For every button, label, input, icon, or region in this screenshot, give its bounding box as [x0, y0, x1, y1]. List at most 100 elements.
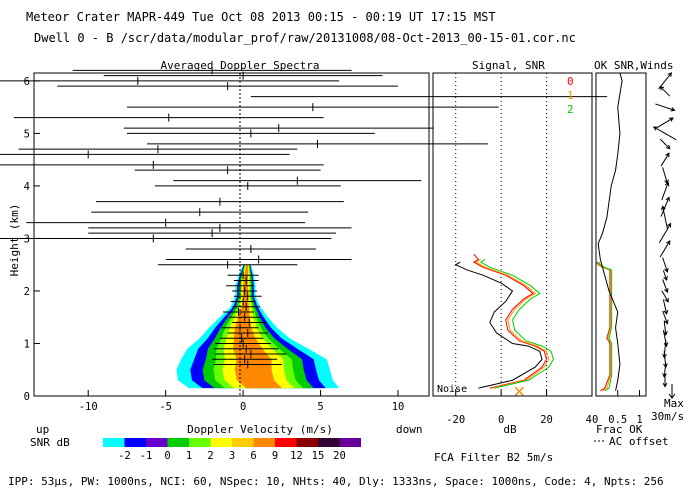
wind-arrow-15	[660, 196, 670, 217]
signal-series-line-1	[472, 253, 548, 389]
snr-colorbar: SNR dB -2 -1 0 1 2 3 6 9 12 15 20	[30, 436, 361, 462]
wind-arrow-16	[661, 181, 670, 201]
frac-ok-series-line-3	[597, 72, 623, 391]
frac-ok-series-line-1	[597, 261, 612, 392]
colorbar-cell-9	[296, 438, 318, 447]
wind-arrow-17	[662, 167, 669, 185]
footer-params: IPP: 53μs, PW: 1000ns, NCI: 60, NSpec: 1…	[8, 475, 664, 488]
spectra-ytick-label: 0	[24, 391, 30, 403]
signal-frame	[432, 72, 593, 397]
wind-arrow-12	[659, 240, 671, 258]
signal-x-ticks: -20 0 20 40	[446, 390, 598, 426]
doppler-spectra-panel: Averaged Doppler Spectra -10 -5 0 5 10 01234…	[0, 59, 608, 436]
wind-arrow-21	[656, 117, 674, 129]
signal-xlabel: dB	[503, 423, 517, 436]
ac-offset-label: AC offset	[609, 435, 669, 448]
colorbar-tick-label: 3	[229, 450, 235, 462]
spectra-xtick-label: 0	[240, 401, 246, 413]
colorbar-tick-label: 2	[207, 450, 213, 462]
spectra-y-ticks: 0 1 2 3 4 5 6	[24, 76, 40, 403]
frac-ok-x-ticks: 0.5 1	[608, 390, 643, 426]
colorbar-tick-label: 20	[333, 450, 346, 462]
fca-filter-label: FCA Filter B2 5m/s	[434, 451, 553, 464]
noise-marker-x	[514, 386, 524, 396]
spectra-ytick-label: 6	[24, 76, 30, 88]
down-label: down	[396, 423, 423, 436]
wind-arrow-9	[662, 279, 669, 294]
colorbar-cell-10	[318, 438, 340, 447]
frac-ok-label: Frac OK	[596, 423, 643, 436]
noise-label: Noise	[437, 384, 467, 395]
colorbar-cell-7	[253, 438, 275, 447]
spectra-ytick-label: 5	[24, 128, 30, 140]
spectra-title: Averaged Doppler Spectra	[161, 59, 320, 72]
colorbar-cell-1	[124, 438, 146, 447]
wind-arrow-10	[662, 270, 668, 281]
signal-series-line-3	[479, 259, 554, 389]
spectra-x-ticks: -10 -5 0 5 10	[79, 390, 405, 413]
spectra-ytick-label: 3	[24, 233, 30, 245]
spectra-frame	[33, 72, 430, 397]
wind-arrow-6	[662, 310, 669, 325]
spectra-xlabel: Doppler Velocity (m/s)	[187, 423, 333, 436]
signal-series-line-2	[475, 259, 550, 389]
wind-arrow-13	[658, 222, 672, 244]
signal-xtick-label: 20	[540, 414, 553, 426]
spectra-ylabel: Height (km)	[8, 204, 21, 277]
wind-arrow-19	[659, 138, 671, 150]
wind-scale-max: Max	[664, 397, 684, 410]
signal-xtick-label: -20	[446, 414, 465, 426]
colorbar-tick-label: -2	[118, 450, 131, 462]
wind-arrow-23	[659, 85, 671, 97]
snr-shade-layer-5	[233, 264, 283, 389]
wind-arrow-11	[662, 257, 669, 273]
frac-ok-series-line-0	[596, 261, 611, 392]
colorbar-cell-4	[189, 438, 211, 447]
frac-ok-xtick-label: 0.5	[608, 414, 627, 426]
spectra-ytick-label: 1	[24, 338, 30, 350]
signal-series-line-0	[454, 261, 543, 389]
colorbar-tick-label: 0	[164, 450, 170, 462]
colorbar-cell-5	[210, 438, 232, 447]
wind-arrow-20	[652, 126, 677, 141]
colorbar-cells	[103, 438, 361, 447]
colorbar-cell-8	[275, 438, 297, 447]
colorbar-label: SNR dB	[30, 436, 70, 449]
wind-barbs	[652, 72, 677, 399]
winds-title: OK SNR,Winds	[594, 59, 673, 72]
colorbar-tick-label: 12	[290, 450, 303, 462]
colorbar-tick-label: 1	[186, 450, 192, 462]
frac-ok-frame	[595, 72, 647, 397]
legend-0: 0	[567, 75, 574, 88]
signal-lines	[454, 253, 554, 396]
legend-2: 2	[567, 103, 574, 116]
up-label: up	[36, 423, 49, 436]
signal-title: Signal, SNR	[472, 59, 545, 72]
colorbar-tick-label: -1	[140, 450, 153, 462]
colorbar-cell-2	[146, 438, 168, 447]
wind-arrow-24	[658, 72, 673, 90]
wind-arrow-8	[661, 290, 669, 303]
frac-ok-xtick-label: 1	[636, 414, 642, 426]
spectra-xtick-label: -10	[79, 401, 98, 413]
wind-arrow-18	[660, 152, 670, 167]
wind-scale-arrow	[668, 384, 676, 399]
signal-xtick-label: 40	[586, 414, 599, 426]
colorbar-cell-0	[103, 438, 125, 447]
colorbar-cell-3	[167, 438, 189, 447]
spectra-xtick-label: 5	[317, 401, 323, 413]
spectra-ytick-label: 2	[24, 286, 30, 298]
spectra-xtick-label: 10	[392, 401, 405, 413]
header-line1: Meteor Crater MAPR-449 Tue Oct 08 2013 0…	[26, 10, 496, 24]
wind-arrow-7	[662, 299, 669, 315]
wind-arrow-5	[663, 320, 668, 336]
signal-grid	[455, 73, 548, 396]
legend-1: 1	[567, 89, 574, 102]
wind-arrow-22	[655, 103, 676, 112]
signal-snr-panel: Signal, SNR -20 0 20 40 dB Noise 0 1 2	[432, 59, 598, 436]
spectra-snr-shading	[176, 264, 340, 389]
colorbar-tick-label: 6	[250, 450, 256, 462]
colorbar-cell-11	[339, 438, 361, 447]
ok-snr-winds-panel: OK SNR,Winds 0.5 1 Frac OK AC offset Max …	[594, 59, 684, 448]
